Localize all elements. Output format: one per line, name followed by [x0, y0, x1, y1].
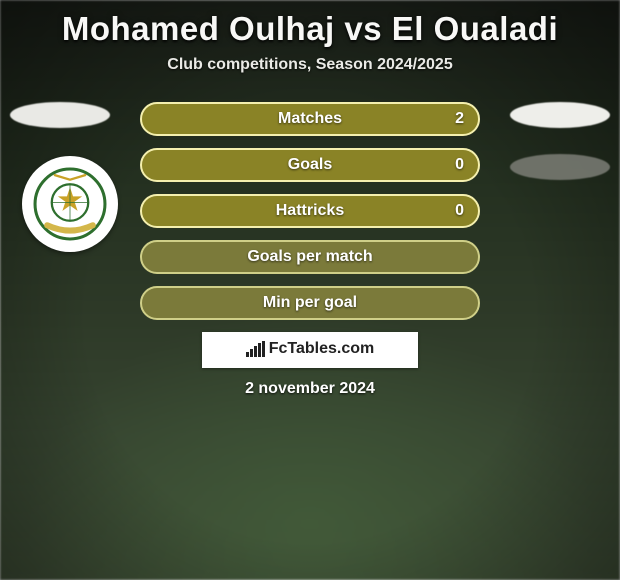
- brand: FcTables.com: [246, 340, 375, 358]
- stat-row-matches: Matches 2: [140, 102, 480, 136]
- stat-label: Min per goal: [263, 294, 357, 312]
- stat-row-goals: Goals 0: [140, 148, 480, 182]
- club-logo: [22, 156, 118, 252]
- club-crest-icon: [32, 166, 108, 242]
- stat-label: Goals per match: [247, 248, 372, 266]
- brand-box: FcTables.com: [202, 332, 418, 368]
- date: 2 november 2024: [0, 380, 620, 398]
- side-ellipse-right-1: [510, 102, 610, 128]
- stat-row-min-per-goal: Min per goal: [140, 286, 480, 320]
- content: Mohamed Oulhaj vs El Oualadi Club compet…: [0, 0, 620, 398]
- stat-label: Goals: [288, 156, 332, 174]
- stat-value: 0: [455, 156, 464, 174]
- stat-label: Hattricks: [276, 202, 344, 220]
- side-ellipse-right-2: [510, 154, 610, 180]
- side-ellipse-left: [10, 102, 110, 128]
- stat-label: Matches: [278, 110, 342, 128]
- brand-label: FcTables.com: [269, 340, 375, 358]
- stat-value: 2: [455, 110, 464, 128]
- subtitle: Club competitions, Season 2024/2025: [0, 56, 620, 74]
- stat-row-hattricks: Hattricks 0: [140, 194, 480, 228]
- stats-block: Matches 2 Goals 0 Hattricks 0 Goals per …: [0, 102, 620, 398]
- page-title: Mohamed Oulhaj vs El Oualadi: [0, 6, 620, 56]
- stat-row-goals-per-match: Goals per match: [140, 240, 480, 274]
- stat-rows: Matches 2 Goals 0 Hattricks 0 Goals per …: [140, 102, 480, 320]
- stat-value: 0: [455, 202, 464, 220]
- bars-icon: [246, 341, 265, 357]
